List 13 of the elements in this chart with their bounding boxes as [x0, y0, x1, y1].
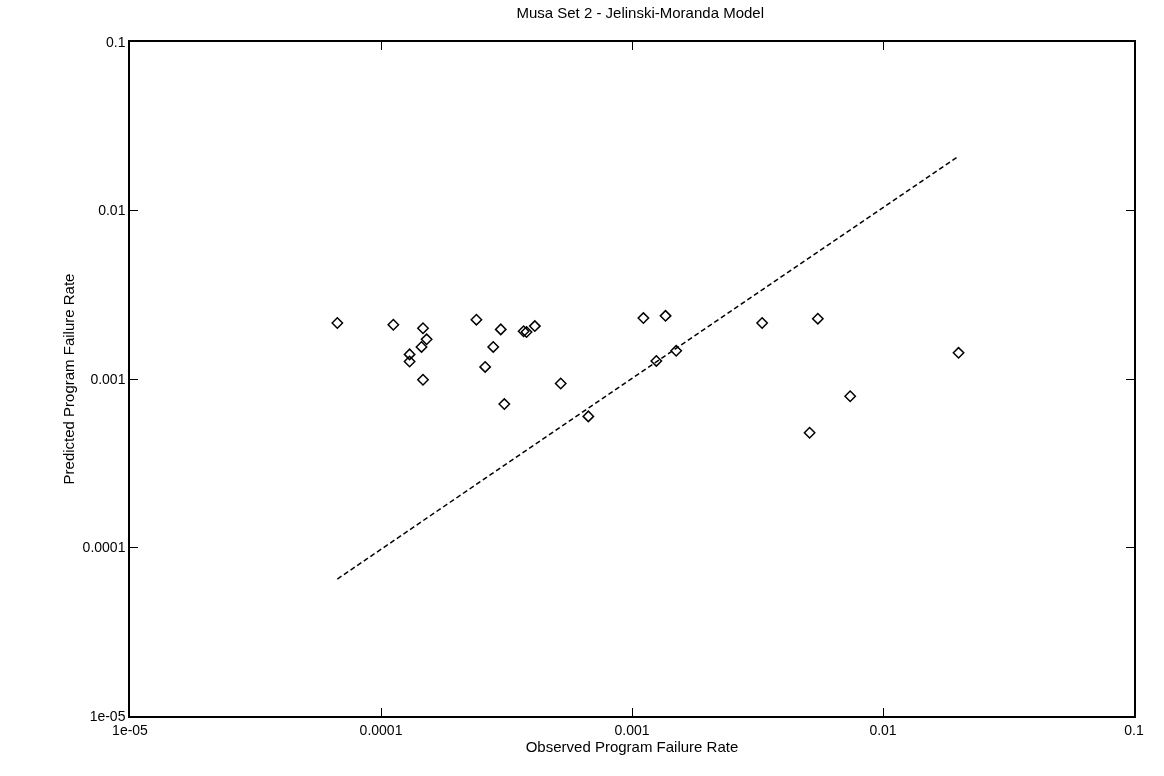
- x-tick-label: 0.001: [614, 721, 650, 738]
- x-tick-label: 1e-05: [112, 721, 149, 738]
- x-tick-label: 0.0001: [359, 721, 403, 738]
- y-axis-title: Predicted Program Failure Rate: [60, 273, 78, 485]
- y-tick-label: 0.001: [90, 370, 126, 387]
- x-tick-label: 0.1: [1124, 721, 1144, 738]
- x-tick-label: 0.01: [869, 721, 897, 738]
- y-tick-label: 0.01: [98, 202, 126, 219]
- y-tick-label: 1e-05: [89, 707, 126, 724]
- y-tick-label: 0.0001: [82, 539, 126, 556]
- chart-title: Musa Set 2 - Jelinski-Moranda Model: [516, 4, 764, 22]
- y-tick-label: 0.1: [105, 33, 126, 50]
- x-axis-title: Observed Program Failure Rate: [525, 737, 739, 755]
